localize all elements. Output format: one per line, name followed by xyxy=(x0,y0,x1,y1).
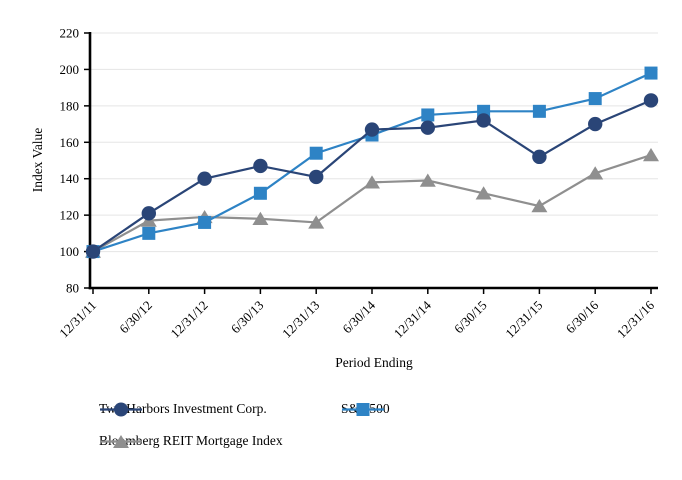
data-point-square xyxy=(421,108,435,122)
data-point-circle xyxy=(420,120,435,135)
x-tick-label: 12/31/12 xyxy=(167,298,210,341)
circle-marker-icon xyxy=(100,402,142,417)
data-point-square xyxy=(142,226,156,240)
x-axis-title: Period Ending xyxy=(335,355,413,370)
data-point-circle xyxy=(364,122,380,137)
data-point-triangle xyxy=(587,166,604,180)
series-line xyxy=(92,153,652,253)
legend-item-bloomberg: Bloomberg REIT Mortgage Index xyxy=(99,433,283,449)
y-tick-label: 140 xyxy=(60,171,80,186)
y-tick-label: 80 xyxy=(66,281,79,296)
data-point-square xyxy=(644,66,658,80)
x-tick-label: 6/30/16 xyxy=(563,297,602,336)
data-point-triangle xyxy=(364,175,380,189)
legend-label-two-harbors: Two Harbors Investment Corp. xyxy=(99,401,267,416)
x-tick-label: 12/31/11 xyxy=(56,298,99,341)
data-point-circle xyxy=(476,113,491,128)
data-point-square xyxy=(588,92,602,106)
data-point-circle xyxy=(85,244,101,259)
x-tick-label: 12/31/16 xyxy=(614,297,658,341)
x-tick-label: 6/30/13 xyxy=(228,298,267,337)
x-tick-label: 6/30/12 xyxy=(116,298,155,337)
series-line xyxy=(92,72,652,253)
data-point-triangle xyxy=(252,211,269,225)
square-marker-icon xyxy=(342,403,384,416)
data-point-square xyxy=(532,104,546,118)
y-tick-label: 120 xyxy=(60,208,80,223)
y-tick-label: 100 xyxy=(60,244,80,259)
legend-label-bloomberg: Bloomberg REIT Mortgage Index xyxy=(99,433,283,448)
data-point-circle xyxy=(588,116,603,132)
data-point-circle xyxy=(532,149,547,165)
data-point-circle xyxy=(141,206,156,221)
data-point-triangle xyxy=(475,186,492,200)
x-tick-label: 6/30/14 xyxy=(339,297,378,336)
data-point-circle xyxy=(643,93,659,108)
x-tick-label: 12/31/14 xyxy=(391,297,435,341)
legend-item-two-harbors: Two Harbors Investment Corp. xyxy=(99,401,267,417)
data-point-circle xyxy=(309,169,324,185)
x-tick-label: 6/30/15 xyxy=(451,298,490,337)
data-point-triangle xyxy=(531,199,548,213)
data-point-square xyxy=(309,146,323,160)
y-tick-label: 180 xyxy=(60,98,80,113)
legend-item-sp500: S&P 500 xyxy=(341,401,390,417)
x-tick-label: 12/31/15 xyxy=(502,298,545,341)
data-point-triangle xyxy=(308,215,325,229)
data-point-circle xyxy=(253,158,268,174)
data-point-square xyxy=(253,186,267,200)
data-point-triangle xyxy=(643,148,659,162)
data-point-circle xyxy=(197,171,212,186)
x-tick-label: 12/31/13 xyxy=(279,298,322,341)
triangle-marker-icon xyxy=(100,435,142,448)
y-tick-label: 200 xyxy=(60,62,80,77)
data-point-square xyxy=(198,215,212,229)
data-point-triangle xyxy=(419,173,436,187)
y-tick-label: 220 xyxy=(60,26,80,41)
y-tick-label: 160 xyxy=(60,135,80,150)
y-axis-title: Index Value xyxy=(30,127,45,193)
